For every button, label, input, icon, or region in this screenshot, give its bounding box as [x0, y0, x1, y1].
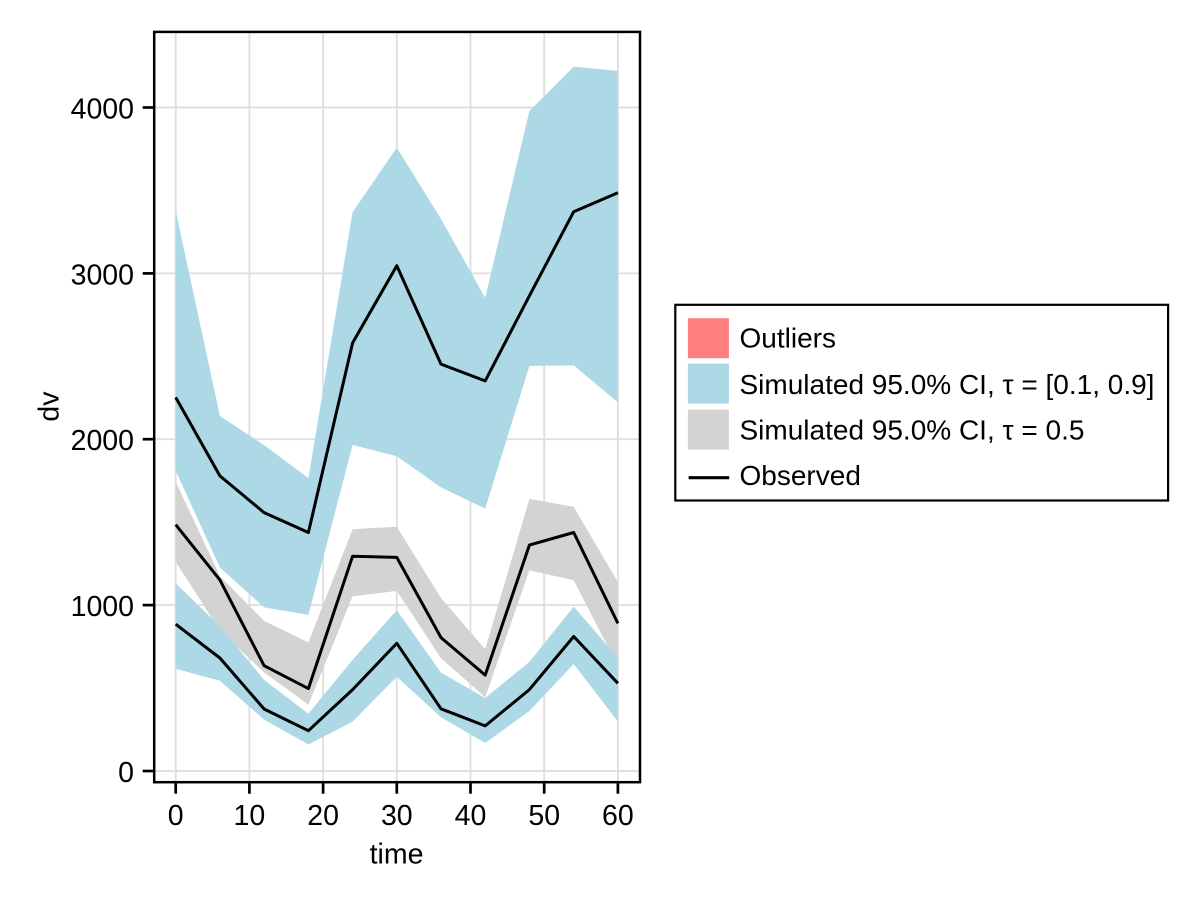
svg-text:time: time	[370, 839, 424, 871]
svg-text:dv: dv	[34, 391, 66, 422]
svg-text:40: 40	[455, 800, 487, 832]
svg-text:Outliers: Outliers	[740, 322, 836, 353]
svg-text:20: 20	[307, 800, 339, 832]
svg-text:10: 10	[234, 800, 266, 832]
svg-text:Simulated 95.0% CI, τ = [0.1,: Simulated 95.0% CI, τ = [0.1, 0.9]	[740, 369, 1155, 400]
svg-text:0: 0	[168, 800, 184, 832]
svg-text:30: 30	[381, 800, 413, 832]
svg-text:2000: 2000	[71, 425, 134, 457]
svg-text:60: 60	[602, 800, 634, 832]
svg-text:4000: 4000	[71, 94, 134, 126]
svg-text:Simulated 95.0% CI, τ = 0.5: Simulated 95.0% CI, τ = 0.5	[740, 415, 1085, 446]
svg-text:3000: 3000	[71, 259, 134, 291]
svg-text:Observed: Observed	[740, 460, 861, 491]
svg-text:50: 50	[528, 800, 560, 832]
svg-text:1000: 1000	[71, 591, 134, 623]
svg-text:0: 0	[118, 757, 134, 789]
